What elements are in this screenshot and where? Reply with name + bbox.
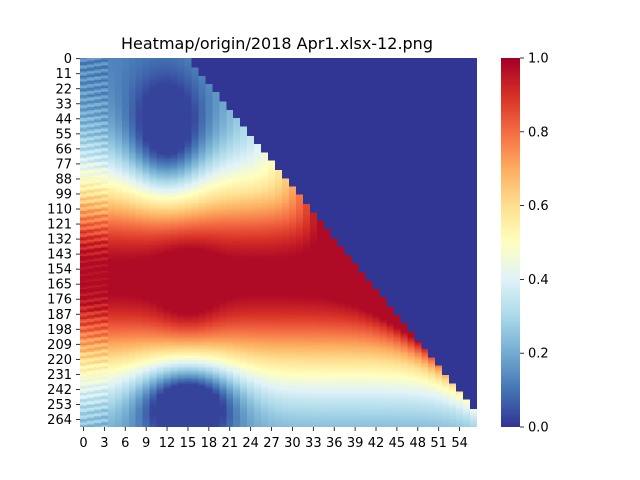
- y-tick-label: 198: [47, 323, 72, 338]
- colorbar: [501, 58, 520, 427]
- y-tick-label: 154: [47, 263, 72, 278]
- y-tick-label: 132: [47, 233, 72, 248]
- y-tick-label: 0: [64, 52, 72, 67]
- heatmap-cells: [80, 58, 477, 427]
- y-tick-label: 165: [47, 278, 72, 293]
- x-tick-label: 42: [368, 436, 385, 451]
- y-tick-label: 66: [55, 142, 72, 157]
- y-tick-label: 99: [55, 187, 72, 202]
- chart-title: Heatmap/origin/2018 Apr1.xlsx-12.png: [121, 34, 433, 53]
- y-tick-label: 110: [47, 203, 72, 218]
- y-tick-label: 176: [47, 293, 72, 308]
- y-axis: 0112233445566778899110121132143154165176…: [47, 52, 80, 428]
- y-tick-label: 88: [55, 172, 72, 187]
- colorbar-axis: 0.0 0.2 0.4 0.6 0.8 1.0: [520, 52, 549, 436]
- x-tick-label: 9: [142, 436, 150, 451]
- heatmap-image: [80, 58, 477, 427]
- y-tick-label: 231: [47, 368, 72, 383]
- colorbar-gradient: [501, 58, 520, 427]
- y-tick-label: 77: [55, 157, 72, 172]
- x-tick-label: 54: [451, 436, 468, 451]
- x-tick-label: 33: [305, 436, 322, 451]
- x-tick-label: 3: [100, 436, 108, 451]
- colorbar-tick-label: 0.0: [528, 421, 549, 436]
- x-tick-label: 51: [430, 436, 447, 451]
- x-tick-label: 12: [159, 436, 176, 451]
- y-tick-label: 55: [55, 127, 72, 142]
- colorbar-tick-label: 0.8: [528, 125, 549, 140]
- y-tick-label: 44: [55, 112, 72, 127]
- x-tick-label: 18: [201, 436, 218, 451]
- y-tick-label: 121: [47, 218, 72, 233]
- colorbar-tick-label: 0.6: [528, 199, 549, 214]
- x-tick-label: 24: [242, 436, 259, 451]
- x-tick-label: 27: [263, 436, 280, 451]
- y-tick-label: 264: [47, 413, 72, 428]
- x-axis: 0 3 6 9 12 15 18 21 24 27 30 33 36 39 42 45 48 51 54: [79, 427, 468, 451]
- y-tick-label: 220: [47, 353, 72, 368]
- colorbar-tick-label: 0.2: [528, 347, 549, 362]
- x-tick-label: 0: [79, 436, 87, 451]
- y-tick-label: 242: [47, 383, 72, 398]
- x-tick-label: 48: [410, 436, 427, 451]
- x-tick-label: 6: [121, 436, 129, 451]
- y-tick-label: 143: [47, 248, 72, 263]
- y-tick-label: 11: [55, 67, 72, 82]
- y-tick-label: 187: [47, 308, 72, 323]
- x-tick-label: 15: [180, 436, 197, 451]
- y-tick-label: 253: [47, 398, 72, 413]
- x-tick-label: 21: [221, 436, 238, 451]
- x-tick-label: 45: [389, 436, 406, 451]
- x-tick-label: 30: [284, 436, 301, 451]
- y-tick-label: 22: [55, 82, 72, 97]
- x-tick-label: 36: [326, 436, 343, 451]
- y-tick-label: 33: [55, 97, 72, 112]
- y-tick-label: 209: [47, 338, 72, 353]
- colorbar-tick-label: 1.0: [528, 52, 549, 67]
- x-tick-label: 39: [347, 436, 364, 451]
- colorbar-tick-label: 0.4: [528, 273, 549, 288]
